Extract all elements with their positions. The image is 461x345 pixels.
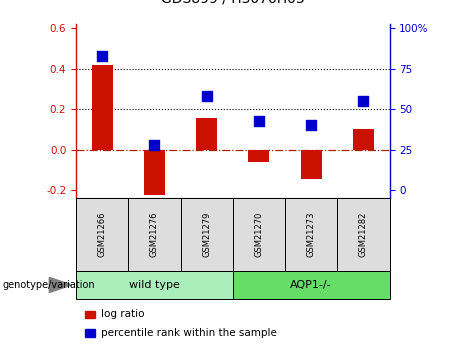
- Text: GSM21270: GSM21270: [254, 212, 263, 257]
- Text: GSM21279: GSM21279: [202, 212, 211, 257]
- Point: [203, 93, 210, 99]
- Text: GDS899 / H3076H03: GDS899 / H3076H03: [161, 0, 305, 5]
- Bar: [92, 65, 112, 150]
- Text: AQP1-/-: AQP1-/-: [290, 280, 332, 290]
- Bar: [248, 150, 269, 162]
- Text: percentile rank within the sample: percentile rank within the sample: [101, 328, 277, 338]
- Point: [307, 123, 315, 128]
- Point: [360, 98, 367, 104]
- Text: log ratio: log ratio: [101, 309, 144, 319]
- Text: wild type: wild type: [129, 280, 180, 290]
- Text: GSM21282: GSM21282: [359, 212, 368, 257]
- Text: genotype/variation: genotype/variation: [2, 280, 95, 290]
- Point: [99, 53, 106, 59]
- Point: [255, 118, 263, 124]
- Text: GSM21266: GSM21266: [98, 212, 106, 257]
- Bar: [353, 129, 374, 150]
- Text: GSM21273: GSM21273: [307, 212, 316, 257]
- Point: [151, 142, 158, 148]
- Bar: [144, 150, 165, 195]
- Text: GSM21276: GSM21276: [150, 212, 159, 257]
- Bar: [301, 150, 322, 179]
- Bar: [196, 118, 217, 150]
